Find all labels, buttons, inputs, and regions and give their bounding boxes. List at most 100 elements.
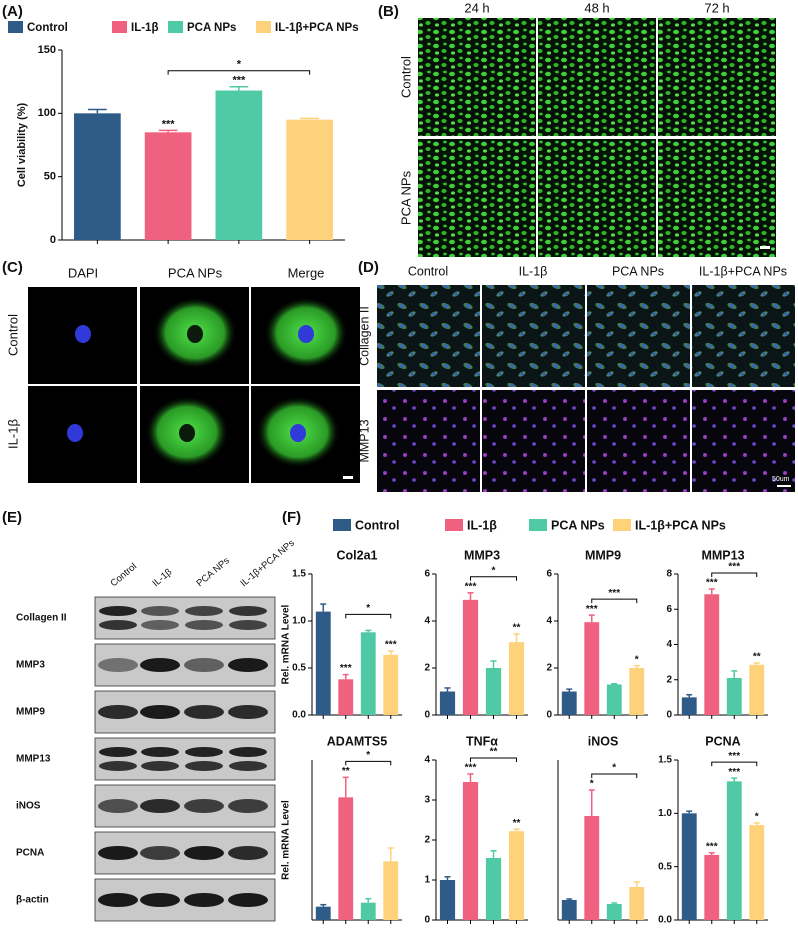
bar [606, 684, 622, 715]
y-tick-label: 2 [666, 674, 672, 685]
lane-label: IL-1β [150, 566, 174, 589]
panel-label: (A) [2, 3, 23, 20]
scale-bar-label: 50um [772, 476, 790, 483]
column-label: PCA NPs [612, 264, 664, 278]
blot-band [140, 705, 180, 719]
blot-label: Collagen II [16, 613, 67, 624]
chart-title: MMP9 [585, 548, 621, 562]
blot-label: MMP9 [16, 707, 45, 718]
y-tick-label: 100 [38, 107, 56, 119]
blot-band [140, 799, 180, 813]
bracket-label: ** [490, 747, 498, 758]
bar [749, 825, 765, 920]
scale-bar [777, 485, 791, 487]
significance: *** [385, 640, 397, 651]
blot-label: β-actin [16, 895, 49, 906]
bar [508, 831, 525, 920]
panel-label: (E) [2, 509, 22, 526]
blot-band [229, 606, 267, 616]
blot-band [229, 620, 267, 630]
legend-swatch [112, 21, 127, 33]
y-tick-label: 1.5 [292, 569, 306, 580]
legend-label: IL-1β+PCA NPs [275, 22, 359, 34]
micrograph [418, 139, 536, 257]
bar [704, 854, 720, 920]
blot-band [229, 761, 267, 771]
panel-label: (F) [282, 509, 301, 526]
y-tick-label: 0 [424, 710, 430, 721]
y-tick-label: 2 [546, 663, 552, 674]
blot-band [184, 893, 224, 907]
legend-label: IL-1β [131, 22, 158, 34]
lane-label: Control [108, 561, 139, 589]
blot-band [184, 799, 224, 813]
blot-band [98, 846, 138, 860]
significance: *** [465, 763, 477, 774]
bar [215, 90, 263, 241]
blot-band [229, 747, 267, 757]
y-tick-label: 0.5 [658, 861, 672, 872]
row-label: Control [5, 314, 20, 356]
micrograph [377, 285, 480, 387]
column-label: 72 h [704, 0, 729, 15]
micrograph [418, 18, 536, 136]
blot-band [98, 658, 138, 672]
legend-swatch [529, 519, 547, 531]
legend-swatch [333, 519, 351, 531]
blot-band [228, 799, 268, 813]
bar [584, 816, 600, 920]
blot-band [184, 658, 224, 672]
blot-band [228, 705, 268, 719]
blot-label: MMP3 [16, 660, 45, 671]
blot-band [185, 606, 223, 616]
panel-label: (B) [378, 3, 399, 20]
chart-title: ADAMTS5 [327, 734, 387, 748]
bar [338, 797, 354, 920]
blot-band [228, 893, 268, 907]
significance: *** [706, 841, 718, 852]
blot-band [228, 658, 268, 672]
y-tick-label: 2 [424, 663, 430, 674]
bar [681, 813, 697, 920]
significance: *** [706, 578, 718, 589]
legend-label: IL-1β [467, 518, 497, 532]
blot-band [99, 620, 137, 630]
blot [94, 596, 276, 640]
y-tick-label: 1.0 [658, 808, 672, 819]
blot-band [99, 747, 137, 757]
row-label: PCA NPs [398, 170, 413, 225]
lane-label: IL-1β+PCA NPs [238, 538, 297, 590]
significance: * [590, 779, 594, 790]
legend-label: Control [27, 22, 68, 34]
nucleus [179, 424, 195, 442]
micrograph [692, 285, 795, 387]
legend-swatch [445, 519, 463, 531]
y-tick-label: 0 [424, 915, 430, 926]
row-label: IL-1β [5, 419, 20, 449]
bracket [591, 773, 638, 778]
bar [726, 677, 742, 715]
row-label: Control [398, 56, 413, 98]
y-tick-label: 0 [546, 710, 552, 721]
y-tick-label: 1 [424, 875, 430, 886]
bar [144, 132, 192, 240]
bracket [591, 598, 638, 604]
y-tick-label: 6 [666, 604, 672, 615]
blot-band [185, 761, 223, 771]
y-tick-label: 1.5 [658, 755, 672, 766]
bracket-label: *** [608, 588, 620, 599]
significance: * [635, 654, 639, 665]
y-tick-label: 0 [50, 234, 56, 246]
legend-label: Control [355, 518, 399, 532]
row-label: MMP13 [357, 419, 371, 462]
micrograph [538, 139, 656, 257]
y-tick-label: 4 [424, 755, 430, 766]
chart-title: PCNA [705, 734, 740, 748]
y-tick-label: 0.5 [292, 663, 306, 674]
y-tick-label: 50 [44, 171, 56, 183]
bar [383, 861, 399, 920]
bracket [470, 757, 517, 762]
legend-label: PCA NPs [551, 518, 605, 532]
column-label: PCA NPs [168, 265, 223, 280]
blot-band [184, 705, 224, 719]
